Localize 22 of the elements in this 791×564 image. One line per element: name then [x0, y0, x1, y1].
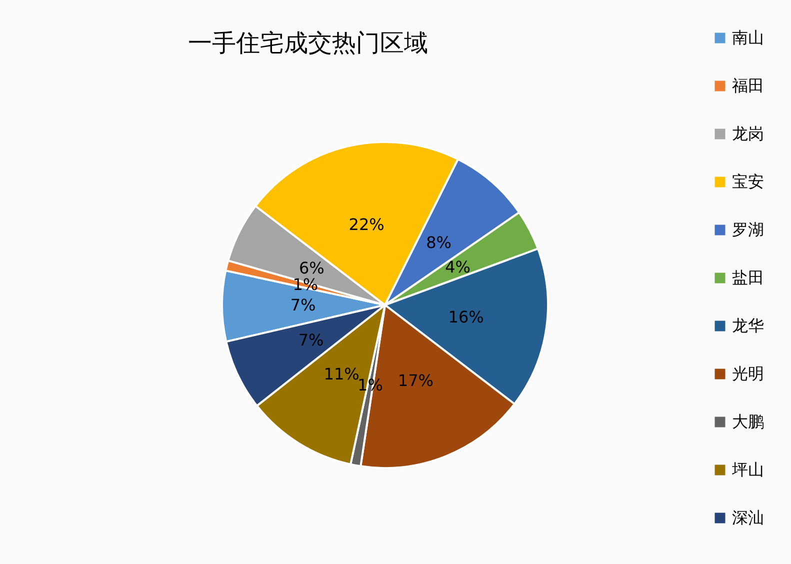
legend-label: 光明 [732, 364, 764, 383]
data-label: 11% [324, 364, 360, 384]
legend-label: 福田 [732, 76, 764, 95]
legend-label: 罗湖 [732, 220, 764, 239]
legend-label: 深汕 [732, 508, 764, 527]
data-label: 16% [448, 307, 484, 326]
legend-label: 南山 [732, 28, 764, 47]
data-label: 22% [348, 215, 384, 234]
data-label: 6% [298, 258, 324, 278]
legend-label: 宝安 [732, 172, 764, 191]
data-label: 7% [298, 330, 324, 350]
data-label: 1% [292, 275, 318, 294]
legend-label: 大鹏 [732, 412, 764, 431]
legend-label: 龙岗 [732, 124, 764, 143]
data-label: 4% [445, 257, 470, 276]
data-label: 7% [290, 296, 316, 315]
legend-label: 盐田 [732, 268, 764, 287]
data-label: 8% [426, 233, 452, 252]
data-label: 17% [398, 371, 434, 390]
legend-label: 龙华 [732, 316, 764, 335]
chart-title: 一手住宅成交热门区域 [188, 29, 428, 57]
legend-label: 坪山 [731, 460, 764, 479]
